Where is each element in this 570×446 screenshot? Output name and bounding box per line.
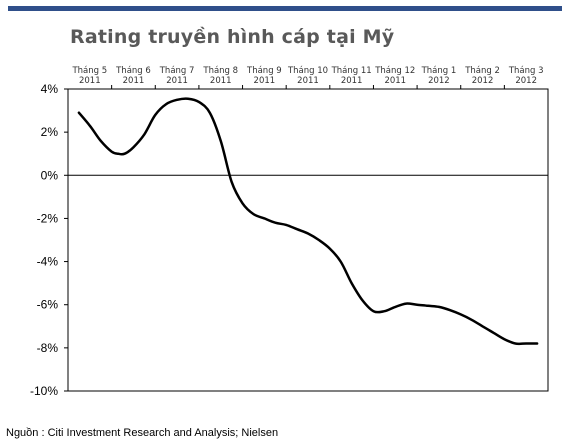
x-year-label: 2011: [210, 76, 232, 86]
x-year-label: 2011: [79, 76, 101, 86]
x-year-label: 2012: [428, 76, 450, 86]
plot-area: [67, 88, 549, 392]
y-tick-label: -2%: [37, 211, 59, 225]
x-year-label: 2011: [166, 76, 188, 86]
series-line: [77, 97, 539, 346]
x-month-label: Tháng 9: [246, 66, 282, 76]
y-tick-label: -8%: [37, 341, 59, 355]
x-month-label: Tháng 2: [464, 66, 500, 76]
y-tick-label: 0%: [41, 168, 59, 182]
x-month-label: Tháng 8: [202, 66, 238, 76]
x-month-label: Tháng 6: [115, 66, 151, 76]
chart-title: Rating truyền hình cáp tại Mỹ: [70, 26, 395, 48]
x-month-label: Tháng 7: [159, 66, 195, 76]
x-year-label: 2012: [515, 76, 537, 86]
source-note: Nguồn : Citi Investment Research and Ana…: [6, 427, 279, 439]
y-tick-label: -6%: [37, 298, 59, 312]
x-month-label: Tháng 12: [374, 66, 415, 76]
x-year-label: 2011: [341, 76, 363, 86]
x-month-label: Tháng 5: [71, 66, 107, 76]
x-year-label: 2011: [297, 76, 319, 86]
y-tick-label: 4%: [41, 82, 59, 96]
x-year-label: 2011: [384, 76, 406, 86]
y-tick-label: -10%: [30, 384, 58, 398]
header-accent-bar: [8, 6, 562, 11]
x-year-label: 2012: [472, 76, 494, 86]
x-year-label: 2011: [123, 76, 145, 86]
x-month-label: Tháng 1: [421, 66, 457, 76]
x-month-label: Tháng 10: [287, 66, 328, 76]
x-month-label: Tháng 11: [331, 66, 372, 76]
y-tick-label: 2%: [41, 125, 59, 139]
y-tick-label: -4%: [37, 255, 59, 269]
x-month-label: Tháng 3: [508, 66, 544, 76]
x-year-label: 2011: [254, 76, 276, 86]
